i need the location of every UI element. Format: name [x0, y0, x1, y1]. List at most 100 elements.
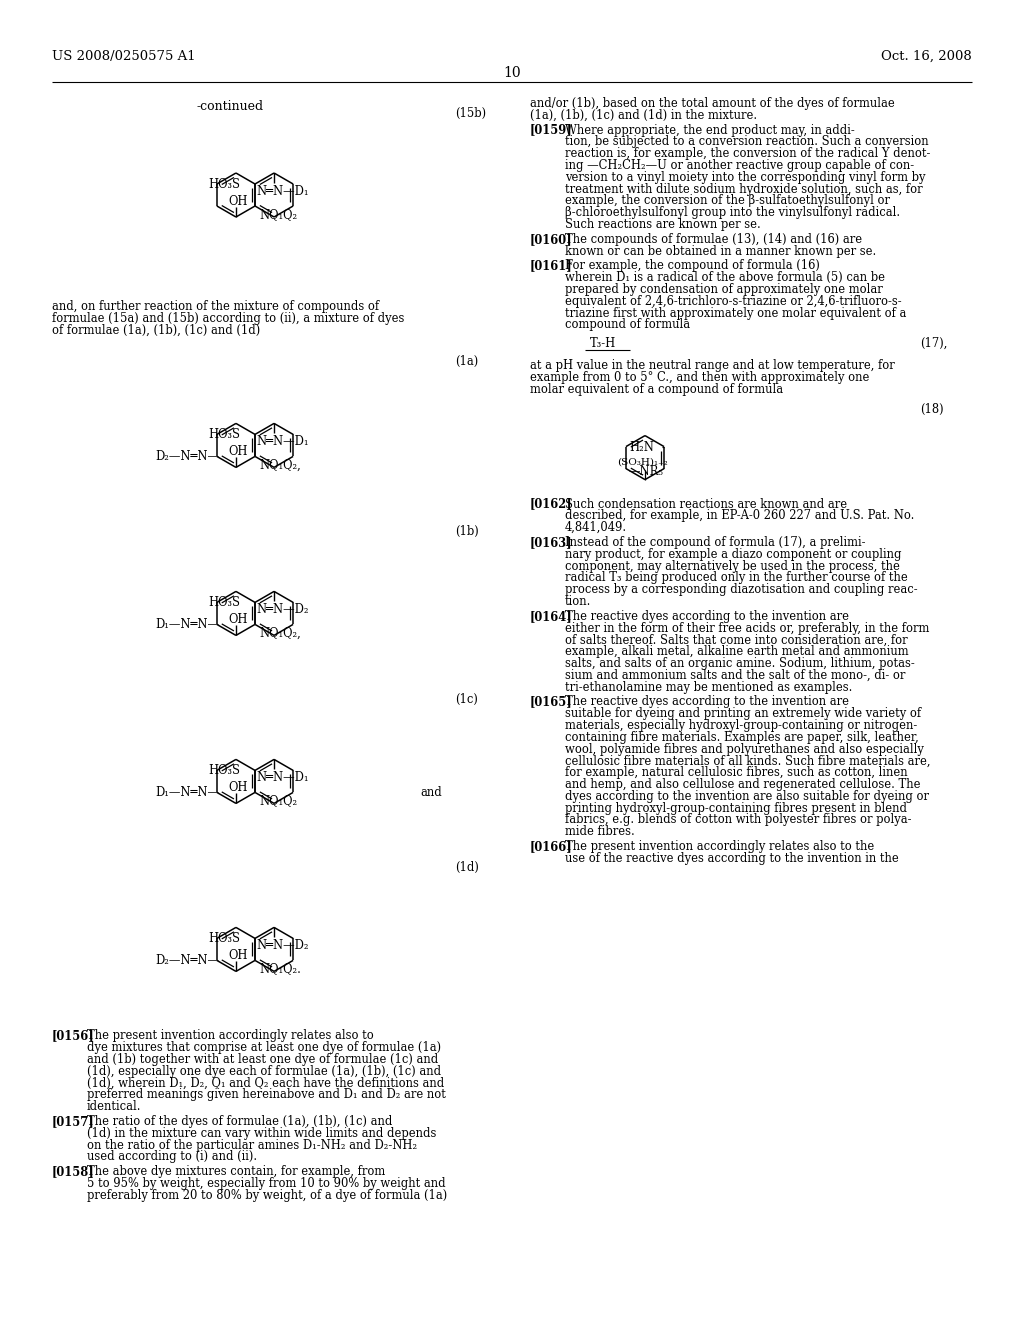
Text: of salts thereof. Salts that come into consideration are, for: of salts thereof. Salts that come into c… [565, 634, 907, 647]
Text: dye mixtures that comprise at least one dye of formulae (1a): dye mixtures that comprise at least one … [87, 1041, 441, 1055]
Text: (SO₃H)₁₋₂: (SO₃H)₁₋₂ [617, 458, 668, 466]
Text: NQ₁Q₂: NQ₁Q₂ [259, 795, 297, 808]
Text: fabrics, e.g. blends of cotton with polyester fibres or polya-: fabrics, e.g. blends of cotton with poly… [565, 813, 911, 826]
Text: tion.: tion. [565, 595, 592, 609]
Text: N═N—D₁: N═N—D₁ [256, 436, 308, 449]
Text: N═N—D₁: N═N—D₁ [256, 771, 308, 784]
Text: treatment with dilute sodium hydroxide solution, such as, for: treatment with dilute sodium hydroxide s… [565, 182, 923, 195]
Text: (1c): (1c) [455, 693, 478, 706]
Text: US 2008/0250575 A1: US 2008/0250575 A1 [52, 50, 196, 63]
Text: radical T₃ being produced only in the further course of the: radical T₃ being produced only in the fu… [565, 572, 907, 585]
Text: cellulosic fibre materials of all kinds. Such fibre materials are,: cellulosic fibre materials of all kinds.… [565, 755, 931, 767]
Text: and hemp, and also cellulose and regenerated cellulose. The: and hemp, and also cellulose and regener… [565, 777, 921, 791]
Text: D₂—N═N—: D₂—N═N— [155, 450, 219, 463]
Text: dyes according to the invention are also suitable for dyeing or: dyes according to the invention are also… [565, 789, 929, 803]
Text: [0166]: [0166] [530, 840, 572, 853]
Text: [0157]: [0157] [52, 1115, 95, 1129]
Text: The compounds of formulae (13), (14) and (16) are: The compounds of formulae (13), (14) and… [565, 232, 862, 246]
Text: Such condensation reactions are known and are: Such condensation reactions are known an… [565, 498, 847, 511]
Text: [0158]: [0158] [52, 1166, 95, 1179]
Text: [0160]: [0160] [530, 232, 572, 246]
Text: and/or (1b), based on the total amount of the dyes of formulae: and/or (1b), based on the total amount o… [530, 96, 895, 110]
Text: OH: OH [228, 949, 248, 962]
Text: component, may alternatively be used in the process, the: component, may alternatively be used in … [565, 560, 900, 573]
Text: mide fibres.: mide fibres. [565, 825, 635, 838]
Text: used according to (i) and (ii).: used according to (i) and (ii). [87, 1151, 257, 1163]
Text: [0156]: [0156] [52, 1030, 95, 1043]
Text: example, the conversion of the β-sulfatoethylsulfonyl or: example, the conversion of the β-sulfato… [565, 194, 890, 207]
Text: HO₃S: HO₃S [208, 429, 240, 441]
Text: T₃-H: T₃-H [590, 337, 616, 350]
Text: (1d): (1d) [455, 862, 479, 874]
Text: compound of formula: compound of formula [565, 318, 690, 331]
Text: nary product, for example a diazo component or coupling: nary product, for example a diazo compon… [565, 548, 901, 561]
Text: described, for example, in EP-A-0 260 227 and U.S. Pat. No.: described, for example, in EP-A-0 260 22… [565, 510, 914, 523]
Text: The reactive dyes according to the invention are: The reactive dyes according to the inven… [565, 696, 849, 709]
Text: H₂N: H₂N [629, 441, 654, 454]
Text: OH: OH [228, 781, 248, 795]
Text: prepared by condensation of approximately one molar: prepared by condensation of approximatel… [565, 282, 883, 296]
Text: molar equivalent of a compound of formula: molar equivalent of a compound of formul… [530, 383, 783, 396]
Text: (1a), (1b), (1c) and (1d) in the mixture.: (1a), (1b), (1c) and (1d) in the mixture… [530, 108, 757, 121]
Text: HO₃S: HO₃S [208, 597, 240, 610]
Text: example, alkali metal, alkaline earth metal and ammonium: example, alkali metal, alkaline earth me… [565, 645, 908, 659]
Text: tri-ethanolamine may be mentioned as examples.: tri-ethanolamine may be mentioned as exa… [565, 681, 852, 693]
Text: and: and [420, 787, 441, 800]
Text: HO₃S: HO₃S [208, 764, 240, 777]
Text: HO₃S: HO₃S [208, 932, 240, 945]
Text: version to a vinyl moiety into the corresponding vinyl form by: version to a vinyl moiety into the corre… [565, 170, 926, 183]
Text: The above dye mixtures contain, for example, from: The above dye mixtures contain, for exam… [87, 1166, 385, 1179]
Text: The present invention accordingly relates also to the: The present invention accordingly relate… [565, 840, 874, 853]
Text: (1d), wherein D₁, D₂, Q₁ and Q₂ each have the definitions and: (1d), wherein D₁, D₂, Q₁ and Q₂ each hav… [87, 1077, 444, 1089]
Text: either in the form of their free acids or, preferably, in the form: either in the form of their free acids o… [565, 622, 930, 635]
Text: D₁—N═N—: D₁—N═N— [155, 787, 219, 800]
Text: The reactive dyes according to the invention are: The reactive dyes according to the inven… [565, 610, 849, 623]
Text: suitable for dyeing and printing an extremely wide variety of: suitable for dyeing and printing an extr… [565, 708, 922, 721]
Text: formulae (15a) and (15b) according to (ii), a mixture of dyes: formulae (15a) and (15b) according to (i… [52, 312, 404, 325]
Text: (15b): (15b) [455, 107, 486, 120]
Text: wool, polyamide fibres and polyurethanes and also especially: wool, polyamide fibres and polyurethanes… [565, 743, 924, 755]
Text: OH: OH [228, 614, 248, 627]
Text: The present invention accordingly relates also to: The present invention accordingly relate… [87, 1030, 374, 1043]
Text: wherein D₁ is a radical of the above formula (5) can be: wherein D₁ is a radical of the above for… [565, 271, 885, 284]
Text: [0164]: [0164] [530, 610, 572, 623]
Text: Where appropriate, the end product may, in addi-: Where appropriate, the end product may, … [565, 124, 855, 136]
Text: Instead of the compound of formula (17), a prelimi-: Instead of the compound of formula (17),… [565, 536, 865, 549]
Text: N═N—D₂: N═N—D₂ [256, 603, 308, 616]
Text: Such reactions are known per se.: Such reactions are known per se. [565, 218, 761, 231]
Text: for example, natural cellulosic fibres, such as cotton, linen: for example, natural cellulosic fibres, … [565, 766, 907, 779]
Text: OH: OH [228, 445, 248, 458]
Text: use of the reactive dyes according to the invention in the: use of the reactive dyes according to th… [565, 851, 899, 865]
Text: reaction is, for example, the conversion of the radical Y denot-: reaction is, for example, the conversion… [565, 148, 931, 160]
Text: at a pH value in the neutral range and at low temperature, for: at a pH value in the neutral range and a… [530, 359, 895, 372]
Text: (18): (18) [920, 403, 944, 416]
Text: ing —CH₂CH₂—U or another reactive group capable of con-: ing —CH₂CH₂—U or another reactive group … [565, 158, 914, 172]
Text: (1d), especially one dye each of formulae (1a), (1b), (1c) and: (1d), especially one dye each of formula… [87, 1065, 441, 1078]
Text: materials, especially hydroxyl-group-containing or nitrogen-: materials, especially hydroxyl-group-con… [565, 719, 918, 733]
Text: 5 to 95% by weight, especially from 10 to 90% by weight and: 5 to 95% by weight, especially from 10 t… [87, 1177, 445, 1191]
Text: (1b): (1b) [455, 525, 479, 539]
Text: NQ₁Q₂.: NQ₁Q₂. [259, 962, 301, 975]
Text: (1a): (1a) [455, 355, 478, 368]
Text: HO₃S: HO₃S [208, 178, 240, 191]
Text: and, on further reaction of the mixture of compounds of: and, on further reaction of the mixture … [52, 300, 379, 313]
Text: D₂—N═N—: D₂—N═N— [155, 954, 219, 968]
Text: β-chloroethylsulfonyl group into the vinylsulfonyl radical.: β-chloroethylsulfonyl group into the vin… [565, 206, 900, 219]
Text: [0159]: [0159] [530, 124, 572, 136]
Text: [0165]: [0165] [530, 696, 572, 709]
Text: (17),: (17), [920, 337, 947, 350]
Text: example from 0 to 5° C., and then with approximately one: example from 0 to 5° C., and then with a… [530, 371, 869, 384]
Text: —NR₅: —NR₅ [629, 465, 664, 478]
Text: N═N—D₂: N═N—D₂ [256, 940, 308, 953]
Text: process by a corresponding diazotisation and coupling reac-: process by a corresponding diazotisation… [565, 583, 918, 597]
Text: 10: 10 [503, 66, 521, 81]
Text: [0162]: [0162] [530, 498, 572, 511]
Text: OH: OH [228, 195, 248, 209]
Text: [0161]: [0161] [530, 260, 572, 272]
Text: known or can be obtained in a manner known per se.: known or can be obtained in a manner kno… [565, 244, 877, 257]
Text: NQ₁Q₂,: NQ₁Q₂, [259, 458, 301, 471]
Text: (1d) in the mixture can vary within wide limits and depends: (1d) in the mixture can vary within wide… [87, 1127, 436, 1139]
Text: preferred meanings given hereinabove and D₁ and D₂ are not: preferred meanings given hereinabove and… [87, 1089, 445, 1101]
Text: salts, and salts of an organic amine. Sodium, lithium, potas-: salts, and salts of an organic amine. So… [565, 657, 914, 671]
Text: on the ratio of the particular amines D₁-NH₂ and D₂-NH₂: on the ratio of the particular amines D₁… [87, 1139, 417, 1151]
